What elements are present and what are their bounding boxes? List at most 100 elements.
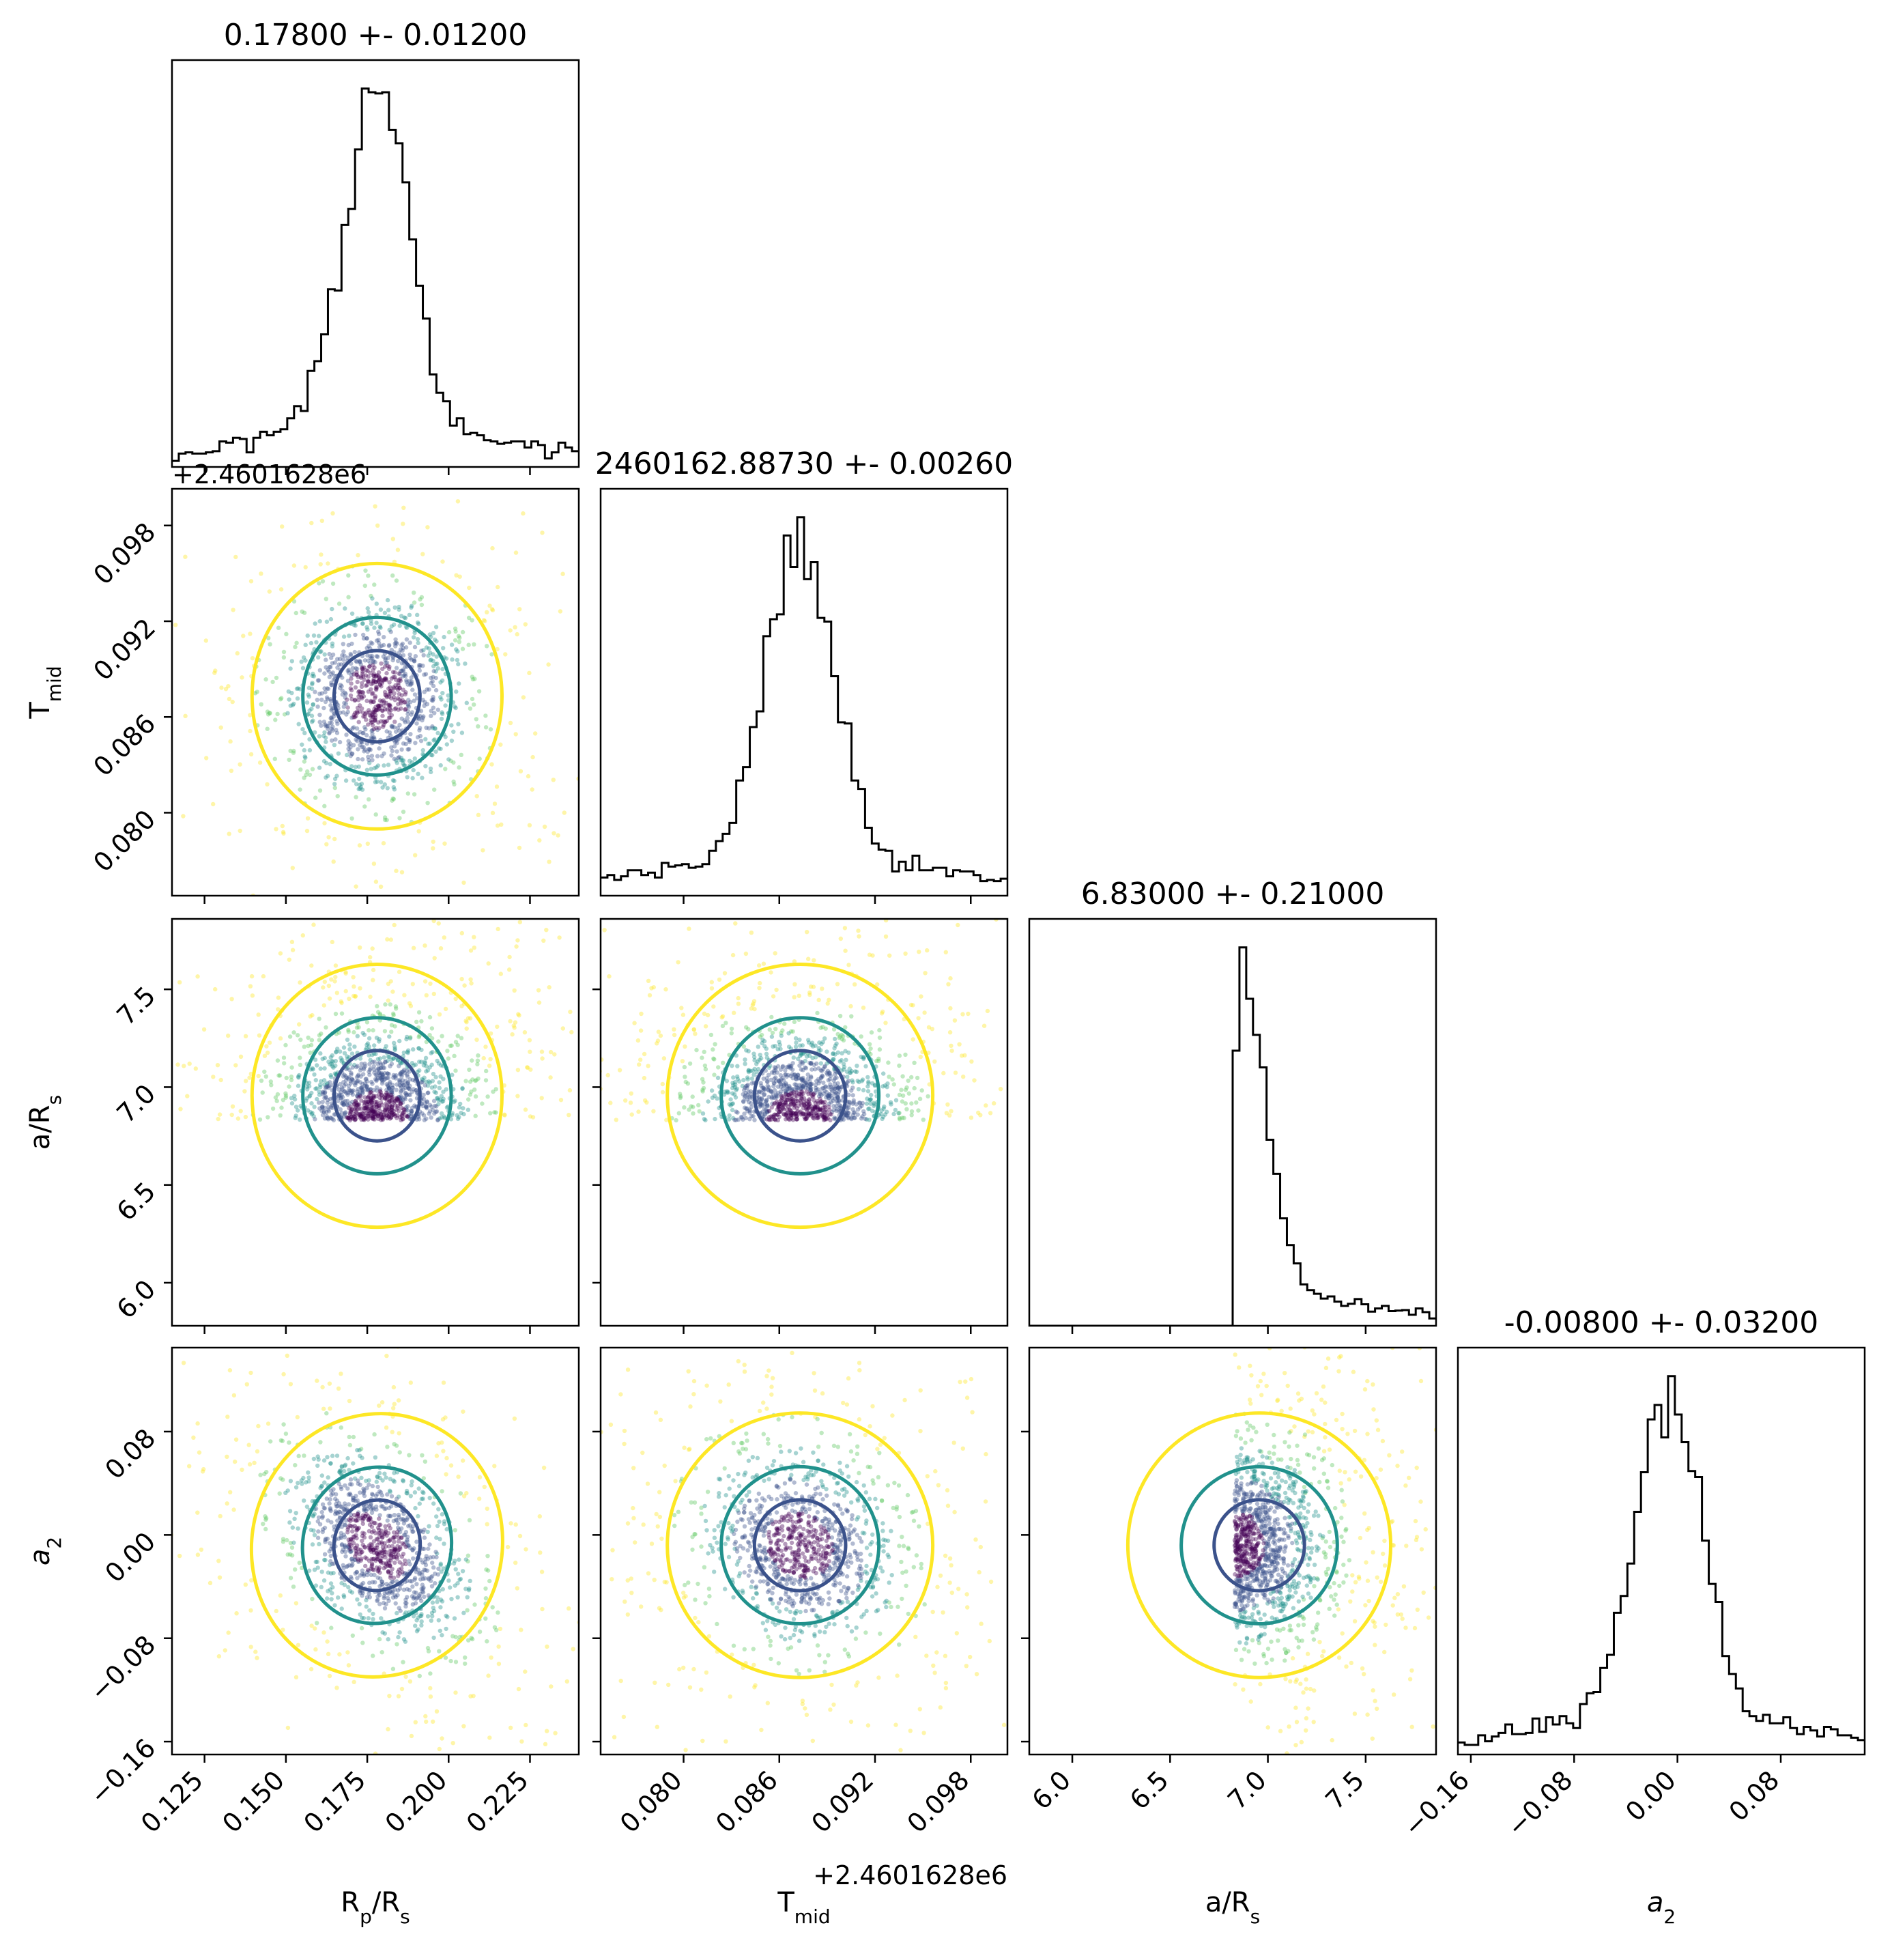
sample-point xyxy=(367,610,371,614)
sample-point xyxy=(431,840,435,844)
sample-point xyxy=(257,1074,261,1078)
sample-point xyxy=(454,1660,458,1664)
sample-point xyxy=(293,1567,297,1572)
sample-point xyxy=(496,1645,500,1649)
sample-point xyxy=(388,1477,392,1481)
sample-point xyxy=(406,791,410,795)
sample-point xyxy=(201,1308,205,1312)
sample-point xyxy=(393,644,397,648)
sample-point xyxy=(436,1039,440,1043)
sample-point xyxy=(334,1492,338,1496)
sample-point xyxy=(538,1550,542,1554)
sample-point xyxy=(438,1012,442,1017)
sample-point xyxy=(524,1547,528,1551)
sample-point xyxy=(528,1042,532,1047)
y-tick-label: 7.0 xyxy=(111,1079,162,1129)
sample-point xyxy=(391,537,395,541)
sample-point xyxy=(318,1440,322,1444)
sample-point xyxy=(370,754,374,758)
sample-point xyxy=(310,1038,314,1042)
sample-point xyxy=(461,1106,465,1110)
sample-point xyxy=(524,1723,528,1727)
sample-point xyxy=(195,1511,199,1515)
sample-point xyxy=(630,1112,634,1116)
sample-point xyxy=(461,1724,465,1728)
sample-point xyxy=(321,579,325,583)
sample-point xyxy=(306,634,310,638)
sample-point xyxy=(427,1542,431,1546)
sample-point xyxy=(701,1111,705,1116)
panel-content xyxy=(1029,948,1436,1326)
sample-point xyxy=(383,815,387,819)
sample-point xyxy=(457,1557,461,1561)
panel-content xyxy=(172,89,579,461)
sample-point xyxy=(907,1092,911,1096)
sample-point xyxy=(418,1674,422,1678)
sample-point xyxy=(278,1073,282,1077)
sample-point xyxy=(317,1100,321,1105)
sample-point xyxy=(410,776,414,780)
sample-point xyxy=(294,1601,298,1605)
sample-point xyxy=(461,647,465,651)
sample-point xyxy=(511,1861,515,1865)
sample-point xyxy=(278,1593,283,1597)
sample-point xyxy=(287,697,291,701)
sample-point xyxy=(442,1380,446,1384)
sample-point xyxy=(582,903,586,907)
sample-point xyxy=(367,1608,371,1613)
sample-point xyxy=(338,740,342,744)
histogram-ars xyxy=(1029,948,1436,1326)
sample-point xyxy=(401,810,405,814)
sample-point xyxy=(341,1593,345,1597)
sample-point xyxy=(428,658,432,662)
sample-point xyxy=(334,1059,338,1063)
sample-point xyxy=(416,641,420,645)
sample-point xyxy=(792,1020,797,1024)
sample-point xyxy=(401,1660,405,1664)
sample-point xyxy=(487,881,491,885)
sample-point xyxy=(289,1576,293,1580)
sample-point xyxy=(302,1045,306,1049)
sample-point xyxy=(250,656,255,660)
sample-point xyxy=(551,831,556,835)
sample-point xyxy=(235,651,240,655)
sample-point xyxy=(713,1042,717,1046)
sample-point xyxy=(407,1453,411,1457)
sample-point xyxy=(374,726,378,730)
sample-point xyxy=(263,1527,268,1531)
sample-point xyxy=(410,1734,414,1738)
sample-point xyxy=(342,1045,346,1049)
panel-title-a2: -0.00800 +- 0.03200 xyxy=(1504,1305,1819,1340)
sample-point xyxy=(307,694,311,698)
sample-point xyxy=(323,1558,327,1562)
sample-point xyxy=(391,1406,395,1410)
sample-point xyxy=(909,1003,913,1007)
sample-point xyxy=(510,1032,514,1036)
sample-point xyxy=(432,669,436,673)
sample-point xyxy=(401,506,405,510)
sample-point xyxy=(196,1552,200,1557)
sample-point xyxy=(838,1014,842,1018)
sample-point xyxy=(247,1443,251,1447)
sample-point xyxy=(474,717,478,721)
sample-point xyxy=(298,767,302,771)
sample-point xyxy=(540,1797,544,1801)
sample-point xyxy=(513,1417,517,1421)
sample-point xyxy=(183,714,187,718)
sample-point xyxy=(311,1529,315,1533)
sample-point xyxy=(219,1078,223,1082)
sample-point xyxy=(194,1066,198,1070)
sample-point xyxy=(438,1747,442,1751)
sample-point xyxy=(382,1472,386,1476)
sample-point xyxy=(397,755,401,759)
sample-point xyxy=(663,887,668,891)
sample-point xyxy=(409,1380,413,1384)
panel-frame xyxy=(172,489,579,896)
sample-point xyxy=(394,1601,398,1605)
sample-point xyxy=(362,1033,367,1037)
sample-point xyxy=(391,797,395,801)
sample-point xyxy=(592,1055,596,1060)
sample-point xyxy=(397,816,401,820)
sample-point xyxy=(329,656,333,660)
sample-point xyxy=(478,756,482,761)
